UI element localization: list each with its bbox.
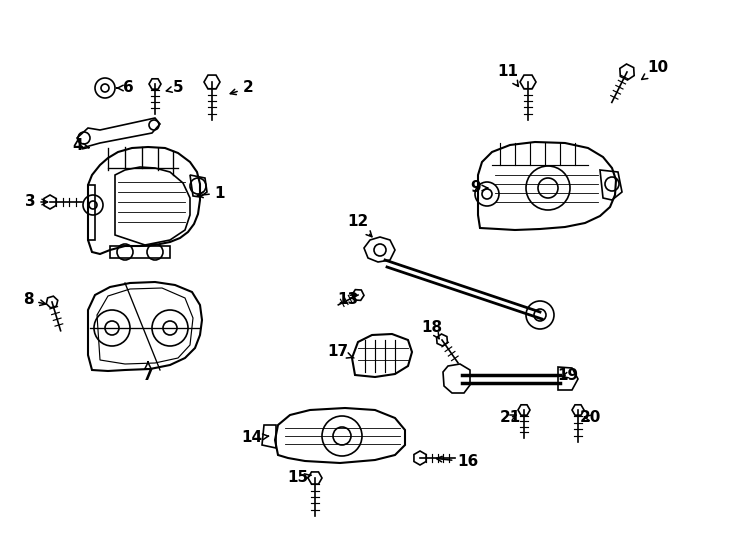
Text: 1: 1 <box>197 186 225 200</box>
Text: 11: 11 <box>498 64 518 86</box>
Text: 2: 2 <box>230 80 253 96</box>
Text: 5: 5 <box>167 80 184 96</box>
Text: 6: 6 <box>117 80 134 96</box>
Text: 21: 21 <box>499 410 520 426</box>
Text: 16: 16 <box>437 455 479 469</box>
Text: 15: 15 <box>288 470 311 485</box>
Text: 20: 20 <box>579 410 600 426</box>
Text: 19: 19 <box>557 368 578 382</box>
Text: 9: 9 <box>470 180 487 195</box>
Text: 14: 14 <box>241 430 269 445</box>
Text: 17: 17 <box>327 345 354 360</box>
Text: 10: 10 <box>642 60 669 79</box>
Text: 13: 13 <box>338 293 359 307</box>
Text: 8: 8 <box>23 293 46 307</box>
Text: 3: 3 <box>25 194 48 210</box>
Text: 18: 18 <box>421 321 443 339</box>
Text: 12: 12 <box>347 214 372 237</box>
Text: 7: 7 <box>142 362 153 382</box>
Text: 4: 4 <box>73 138 89 152</box>
